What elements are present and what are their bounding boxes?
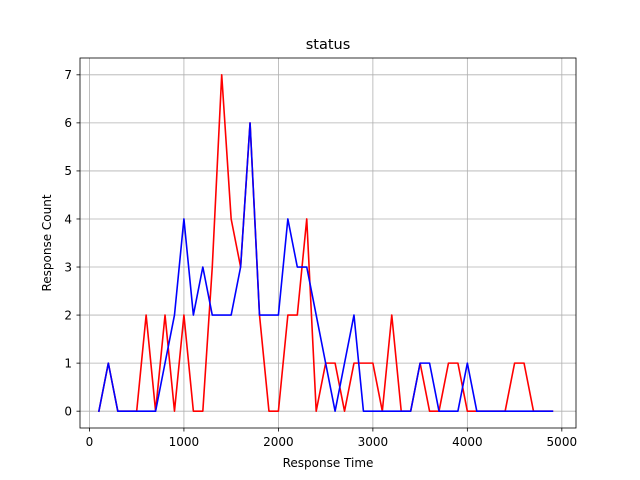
y-tick-label: 1 bbox=[64, 356, 72, 370]
ticks: 0 1000 2000 3000 4000 5000 0 1 2 3 4 5 6 7 bbox=[64, 68, 577, 449]
y-tick-label: 7 bbox=[64, 68, 72, 82]
x-tick-label: 5000 bbox=[547, 435, 578, 449]
x-tick-label: 1000 bbox=[169, 435, 200, 449]
plot-frame bbox=[79, 57, 577, 429]
x-tick-label: 4000 bbox=[452, 435, 483, 449]
chart-title: status bbox=[306, 37, 351, 53]
y-axis-label: Response Count bbox=[40, 194, 54, 291]
y-tick-label: 2 bbox=[64, 308, 72, 322]
y-tick-label: 4 bbox=[64, 212, 72, 226]
series-group bbox=[97, 74, 554, 413]
y-tick-label: 0 bbox=[64, 404, 72, 418]
y-tick-label: 3 bbox=[64, 260, 72, 274]
x-tick-label: 2000 bbox=[263, 435, 294, 449]
x-tick-label: 3000 bbox=[358, 435, 389, 449]
y-tick-label: 5 bbox=[64, 164, 72, 178]
plot-background bbox=[80, 58, 576, 428]
x-axis-label: Response Time bbox=[283, 456, 374, 470]
blue-series-line bbox=[97, 122, 554, 413]
y-tick-label: 6 bbox=[64, 116, 72, 130]
x-tick-label: 0 bbox=[86, 435, 94, 449]
